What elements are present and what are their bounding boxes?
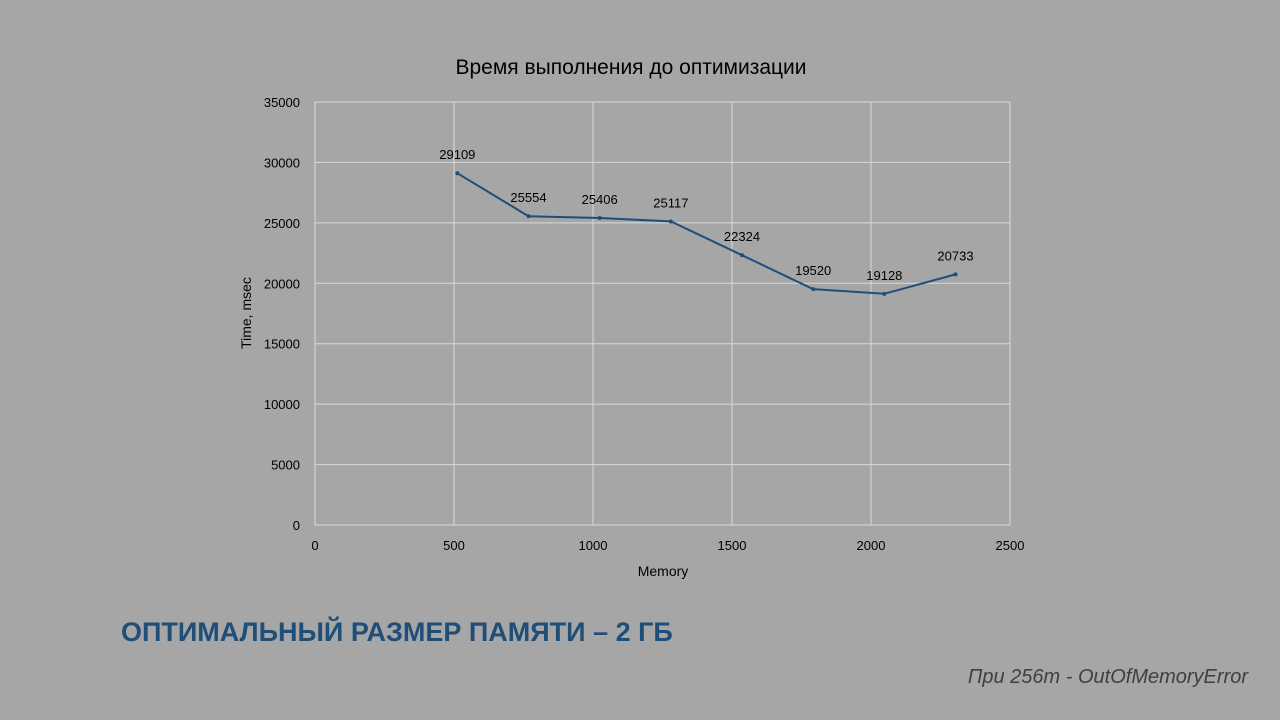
x-tick-label: 500 [443, 538, 465, 553]
data-label: 25117 [653, 195, 688, 210]
x-tick-label: 1500 [718, 538, 747, 553]
x-tick-label: 2000 [857, 538, 886, 553]
series-line [456, 172, 956, 295]
y-tick-label: 15000 [264, 337, 300, 352]
y-tick-label: 30000 [264, 155, 300, 170]
x-axis-title: Memory [638, 563, 689, 579]
x-tick-label: 2500 [996, 538, 1025, 553]
data-label: 19520 [795, 263, 831, 278]
tick-labels: 0 5000 10000 15000 20000 25000 30000 35000 0 500 1… [264, 95, 1025, 553]
footnote: При 256m - OutOfMemoryError [967, 666, 1248, 688]
data-point [597, 215, 602, 220]
y-tick-label: 20000 [264, 276, 300, 291]
series [455, 171, 958, 296]
data-label: 19128 [866, 268, 902, 283]
y-tick-label: 10000 [264, 397, 300, 412]
data-label: 25406 [582, 192, 618, 207]
x-tick-label: 0 [311, 538, 318, 553]
y-tick-label: 35000 [264, 95, 300, 110]
y-tick-label: 5000 [271, 458, 300, 473]
data-labels: 29109 25554 25406 25117 22324 19520 19128 20733 [439, 147, 973, 283]
data-point [455, 171, 460, 176]
y-axis-title: Time, msec [238, 277, 254, 349]
data-label: 25554 [510, 190, 546, 205]
data-point [740, 253, 745, 258]
grid-lines [315, 101, 1011, 525]
data-point [882, 291, 887, 296]
data-point [668, 219, 673, 224]
data-label: 20733 [937, 248, 973, 263]
y-tick-label: 25000 [264, 216, 300, 231]
line-chart: Время выполнения до оптимизации 05000100… [238, 56, 1025, 579]
y-tick-label: 0 [293, 518, 300, 533]
chart-title: Время выполнения до оптимизации [455, 56, 806, 79]
headline: ОПТИМАЛЬНЫЙ РАЗМЕР ПАМЯТИ – 2 ГБ [121, 617, 673, 647]
axes [314, 102, 1010, 526]
data-point [526, 214, 531, 219]
data-label: 29109 [439, 147, 475, 162]
x-tick-label: 1000 [579, 538, 608, 553]
data-point [953, 272, 958, 277]
data-point [811, 287, 816, 292]
data-label: 22324 [724, 229, 760, 244]
